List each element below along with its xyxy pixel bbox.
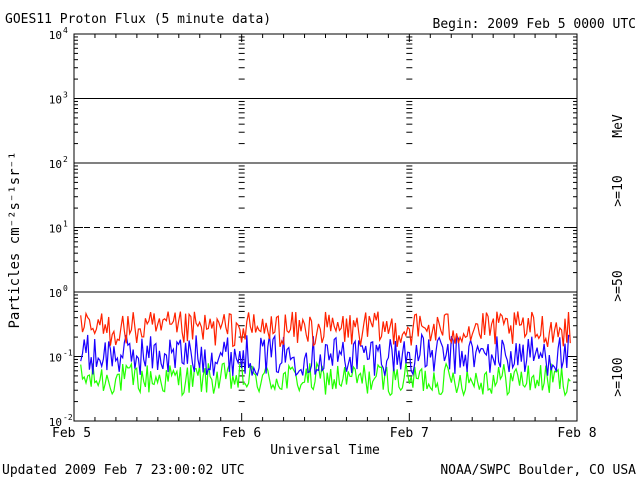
y-tick-exponent: 2 (63, 155, 68, 164)
x-tick-label: Feb 7 (390, 426, 429, 441)
y-tick-label: 10 (49, 352, 62, 365)
y-tick-label: 10 (49, 287, 62, 300)
x-tick-label: Feb 6 (222, 426, 261, 441)
legend-series-10mev: >=10 (611, 175, 626, 206)
y-tick-exponent: 0 (63, 284, 68, 293)
y-tick-exponent: 4 (63, 26, 68, 35)
y-tick-exponent: -2 (63, 413, 73, 422)
y-tick-exponent: -1 (63, 349, 73, 358)
y-tick-label: 10 (49, 416, 62, 429)
day-marker-ticks (238, 36, 413, 403)
y-tick-label: 10 (49, 29, 62, 42)
reference-lines (74, 98, 577, 293)
y-tick-exponent: 1 (63, 220, 68, 229)
x-axis-label: Universal Time (270, 443, 380, 458)
y-tick-label: 10 (49, 94, 62, 107)
energy-unit-label: MeV (611, 114, 626, 138)
legend-series-50mev: >=50 (611, 270, 626, 301)
series-line (80, 360, 571, 397)
y-axis-label: Particles cm⁻²s⁻¹sr⁻¹ (7, 151, 23, 328)
x-tick-label: Feb 8 (557, 426, 596, 441)
series-line (80, 311, 571, 348)
series-line (80, 332, 571, 377)
y-tick-label: 10 (49, 223, 62, 236)
series-group (80, 311, 571, 397)
y-tick-exponent: 3 (63, 91, 68, 100)
chart-title: GOES11 Proton Flux (5 minute data) (5, 12, 271, 27)
y-tick-label: 10 (49, 158, 62, 171)
x-axis-ticks: Feb 5 Feb 6 Feb 7 Feb 8 (52, 34, 597, 441)
x-tick-label: Feb 5 (52, 426, 91, 441)
begin-time: Begin: 2009 Feb 5 0000 UTC (433, 17, 637, 32)
legend-series-100mev: >=100 (611, 357, 626, 396)
updated-timestamp: Updated 2009 Feb 7 23:00:02 UTC (2, 463, 245, 478)
source-credit: NOAA/SWPC Boulder, CO USA (440, 463, 636, 478)
